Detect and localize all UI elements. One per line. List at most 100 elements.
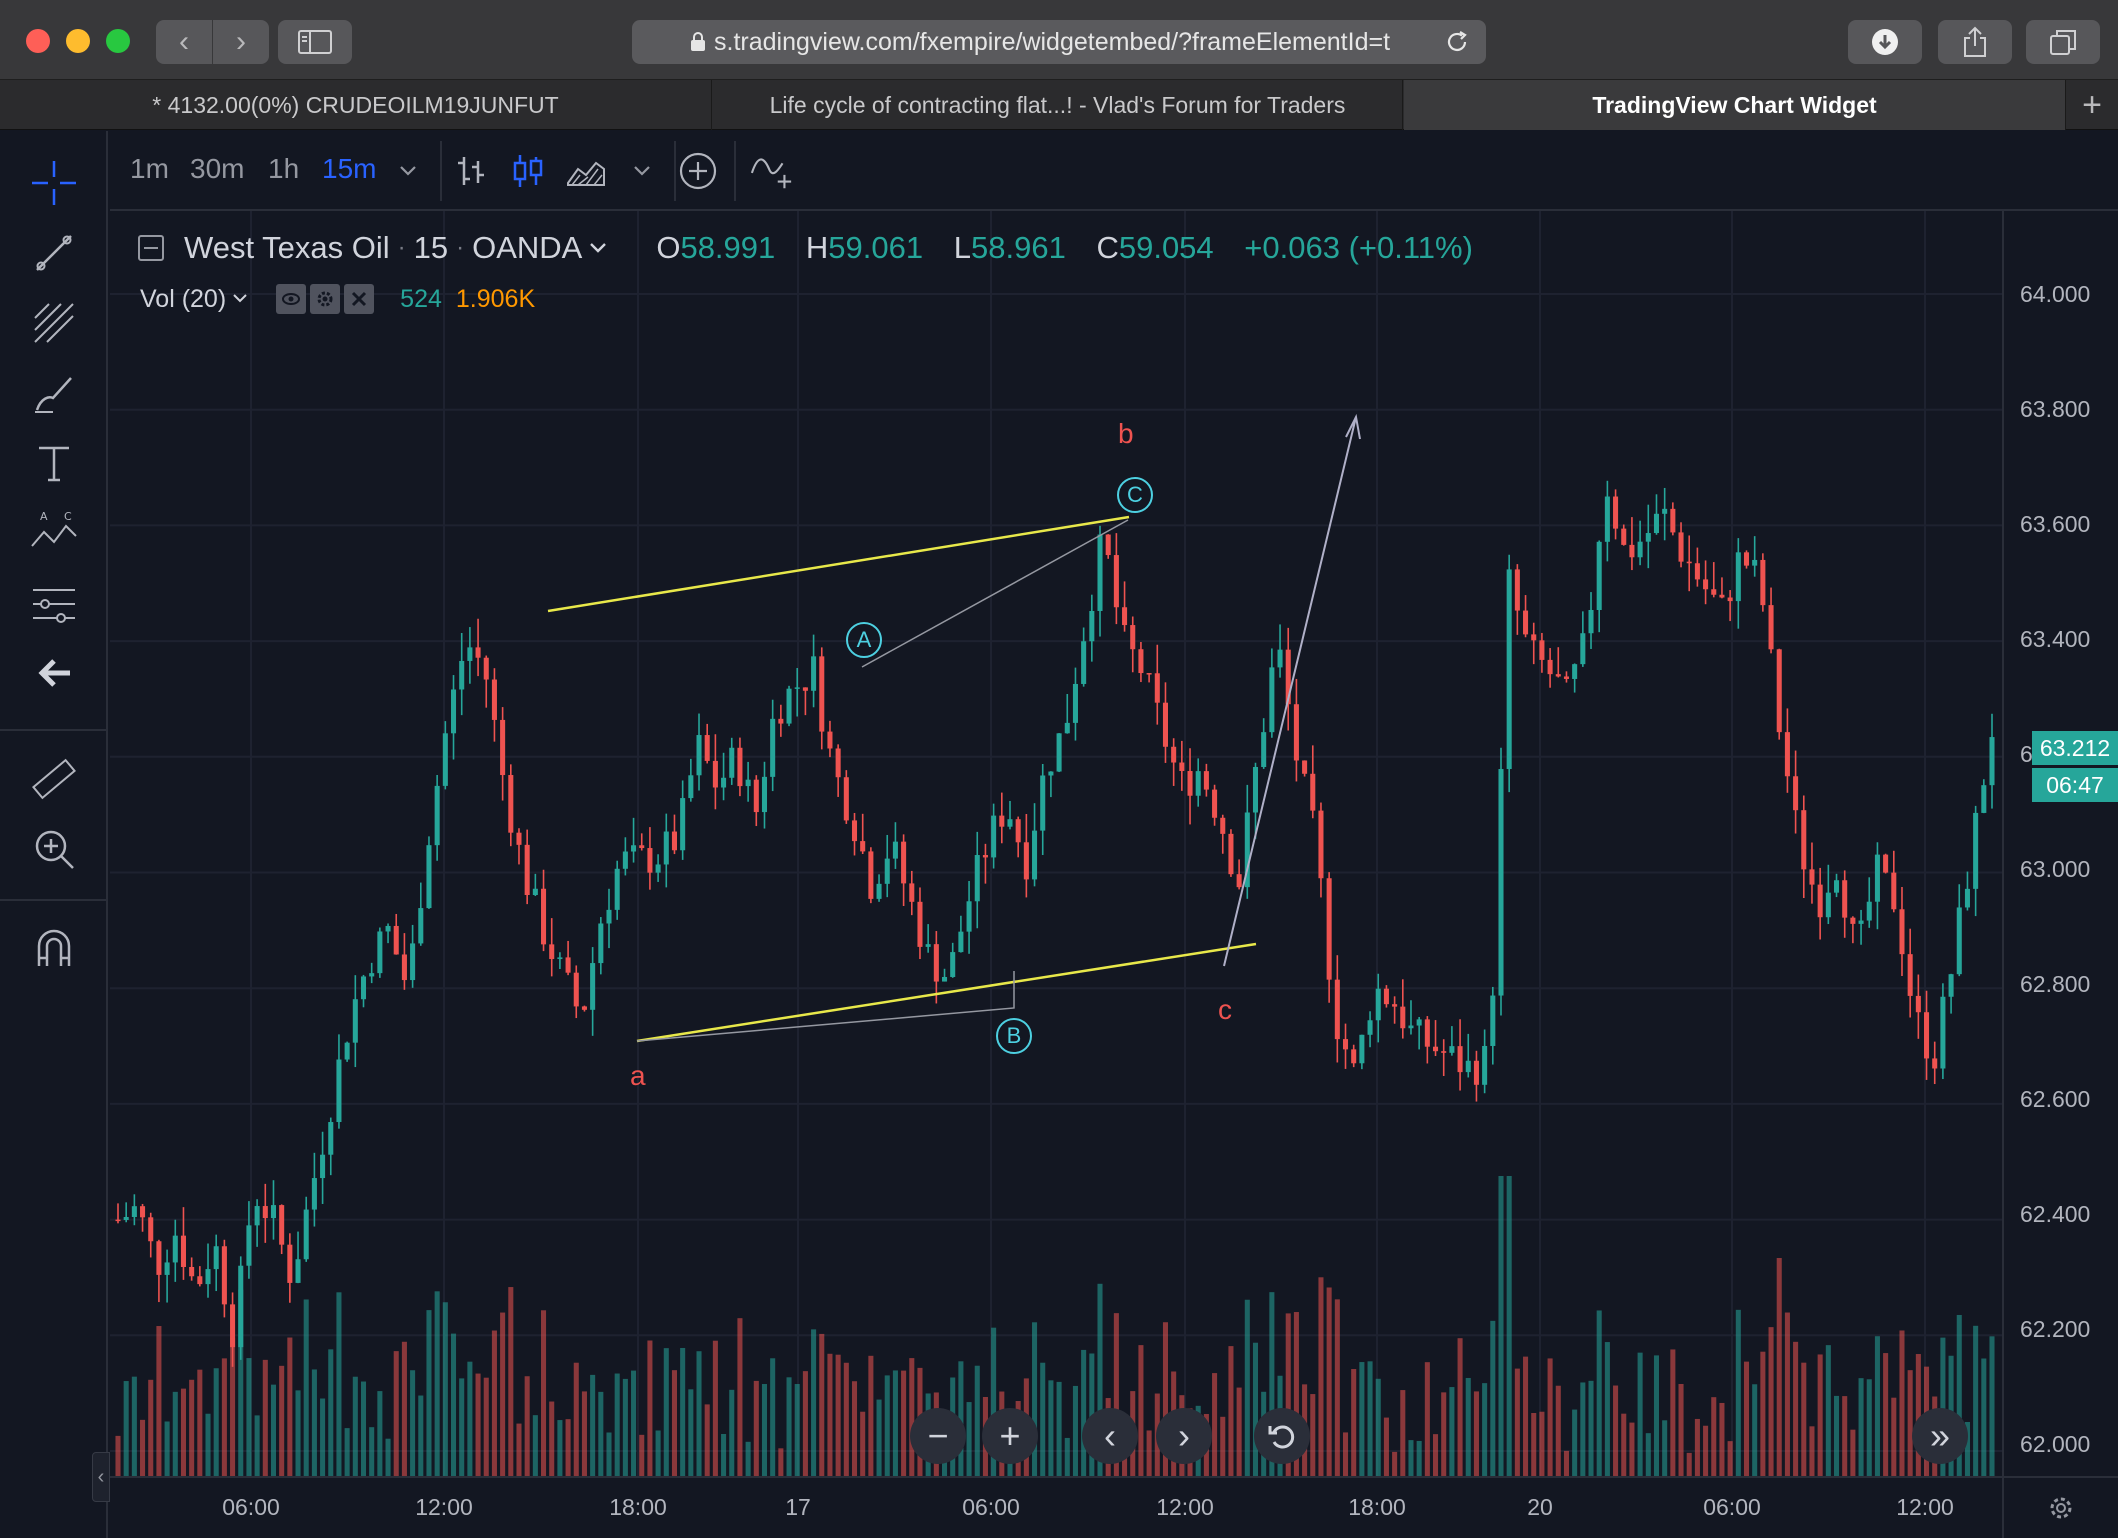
volume-bar: [1252, 1342, 1259, 1476]
close-icon[interactable]: [344, 284, 375, 314]
volume-bar: [1269, 1292, 1275, 1476]
price-tick: 62.200: [2020, 1316, 2091, 1342]
minimize-window-button[interactable]: [66, 29, 90, 53]
candle-body: [1383, 988, 1389, 1005]
candle-body: [320, 1154, 326, 1179]
reset-chart-button[interactable]: [1254, 1408, 1310, 1464]
timeframe-1m[interactable]: 1m: [130, 153, 169, 184]
volume-bar: [1596, 1310, 1602, 1476]
trend-line-tool[interactable]: [24, 225, 84, 281]
candle-body: [410, 943, 416, 981]
chart-settings-button[interactable]: [2002, 1476, 2118, 1538]
hide-toolbar-button[interactable]: [24, 645, 84, 701]
volume-bar: [557, 1420, 563, 1476]
wave-marker-C[interactable]: C: [1117, 477, 1153, 513]
gann-fib-tool[interactable]: [24, 295, 84, 351]
volume-bar: [1310, 1394, 1316, 1476]
volume-bar: [1874, 1336, 1880, 1476]
volume-bar: [450, 1333, 457, 1476]
collapse-toolbar-handle[interactable]: ‹: [92, 1452, 110, 1502]
low-label: L: [953, 230, 971, 265]
volume-bar: [1490, 1320, 1496, 1476]
candle-body: [1621, 528, 1627, 545]
candle-body: [508, 775, 514, 833]
candle-body: [1433, 1046, 1439, 1052]
candle-body: [1555, 674, 1561, 677]
close-window-button[interactable]: [26, 29, 50, 53]
wave-label-c[interactable]: c: [1218, 994, 1232, 1025]
new-tab-button[interactable]: +: [2066, 80, 2118, 130]
wave-label-b[interactable]: b: [1118, 418, 1134, 449]
candle-body: [1416, 1019, 1422, 1026]
price-tick: 63.600: [2020, 511, 2091, 537]
candle-body: [614, 868, 620, 910]
eye-icon[interactable]: [276, 284, 307, 314]
zoom-in-button[interactable]: +: [982, 1408, 1038, 1464]
candle-body: [1023, 842, 1029, 880]
zoom-window-button[interactable]: [106, 29, 130, 53]
price-chart[interactable]: [110, 211, 2002, 1476]
scroll-right-button[interactable]: ›: [1156, 1408, 1212, 1464]
zoom-in-tool[interactable]: [24, 821, 84, 877]
timeframe-1h[interactable]: 1h: [268, 153, 300, 184]
forward-button[interactable]: ›: [213, 20, 269, 64]
text-tool[interactable]: [24, 435, 84, 491]
area-style-button[interactable]: [564, 149, 608, 193]
volume-bar: [606, 1432, 612, 1476]
candle-body: [1252, 766, 1259, 813]
gear-icon[interactable]: [310, 284, 341, 314]
back-button[interactable]: ‹: [156, 20, 212, 64]
candle-body: [1866, 901, 1872, 921]
brush-tool[interactable]: [24, 365, 84, 421]
svg-text:C: C: [64, 510, 72, 523]
candle-body: [385, 925, 391, 932]
time-tick: 06:00: [1703, 1494, 1761, 1520]
crosshair-tool[interactable]: [24, 155, 84, 211]
wave-label-a[interactable]: a: [630, 1060, 646, 1091]
reload-icon[interactable]: [1444, 29, 1470, 55]
candle-body: [1580, 633, 1586, 665]
volume-bar: [1351, 1369, 1357, 1476]
volume-bar: [532, 1415, 538, 1476]
compare-button[interactable]: [676, 149, 720, 193]
volume-label[interactable]: Vol (20): [140, 284, 227, 313]
candles-style-button[interactable]: [506, 149, 550, 193]
downloads-button[interactable]: [1848, 20, 1922, 64]
ruler-tool[interactable]: [24, 751, 84, 807]
price-axis[interactable]: 64.000 63.800 63.600 63.400 63.200 63.00…: [2002, 211, 2118, 1476]
share-button[interactable]: [1938, 20, 2012, 64]
magnet-tool[interactable]: [24, 921, 84, 977]
wave-marker-A[interactable]: A: [846, 622, 882, 658]
chevron-down-icon[interactable]: [588, 241, 608, 255]
time-axis[interactable]: 06:00 12:00 18:00 17 06:00 12:00 18:00 2…: [110, 1476, 2002, 1538]
timeframe-30m[interactable]: 30m: [190, 153, 245, 184]
collapse-legend-icon[interactable]: [138, 235, 164, 261]
volume-bar: [1212, 1373, 1218, 1476]
timeframe-dropdown[interactable]: [386, 149, 430, 193]
scroll-to-realtime-button[interactable]: »: [1912, 1408, 1968, 1464]
candle-body: [1310, 773, 1316, 811]
volume-bar: [745, 1441, 751, 1476]
prediction-tool[interactable]: [24, 575, 84, 631]
browser-tab-vlad-forum[interactable]: Life cycle of contracting flat...! - Vla…: [713, 80, 1403, 130]
zoom-out-button[interactable]: −: [910, 1408, 966, 1464]
browser-tab-crudeoil[interactable]: * 4132.00(0%) CRUDEOILM19JUNFUT: [0, 80, 712, 130]
bars-style-button[interactable]: [450, 149, 494, 193]
tab-overview-button[interactable]: [2026, 20, 2100, 64]
volume-bar: [680, 1347, 686, 1476]
timeframe-15m[interactable]: 15m: [322, 153, 377, 184]
sidebar-toggle-button[interactable]: [278, 20, 352, 64]
browser-tab-tradingview-widget[interactable]: TradingView Chart Widget: [1404, 80, 2066, 130]
wave-marker-B[interactable]: B: [996, 1018, 1032, 1054]
chevron-down-icon[interactable]: [232, 293, 248, 305]
price-tick: 63.000: [2020, 856, 2091, 882]
indicators-button[interactable]: [750, 149, 794, 193]
candle-body: [1056, 733, 1062, 772]
scroll-left-button[interactable]: ‹: [1082, 1408, 1138, 1464]
chart-style-dropdown[interactable]: [620, 149, 664, 193]
candle-body: [1179, 762, 1185, 772]
symbol-name[interactable]: West Texas Oil: [184, 230, 390, 265]
address-bar[interactable]: s.tradingview.com/fxempire/widgetembed/?…: [632, 20, 1486, 64]
candle-body: [581, 1006, 587, 1010]
